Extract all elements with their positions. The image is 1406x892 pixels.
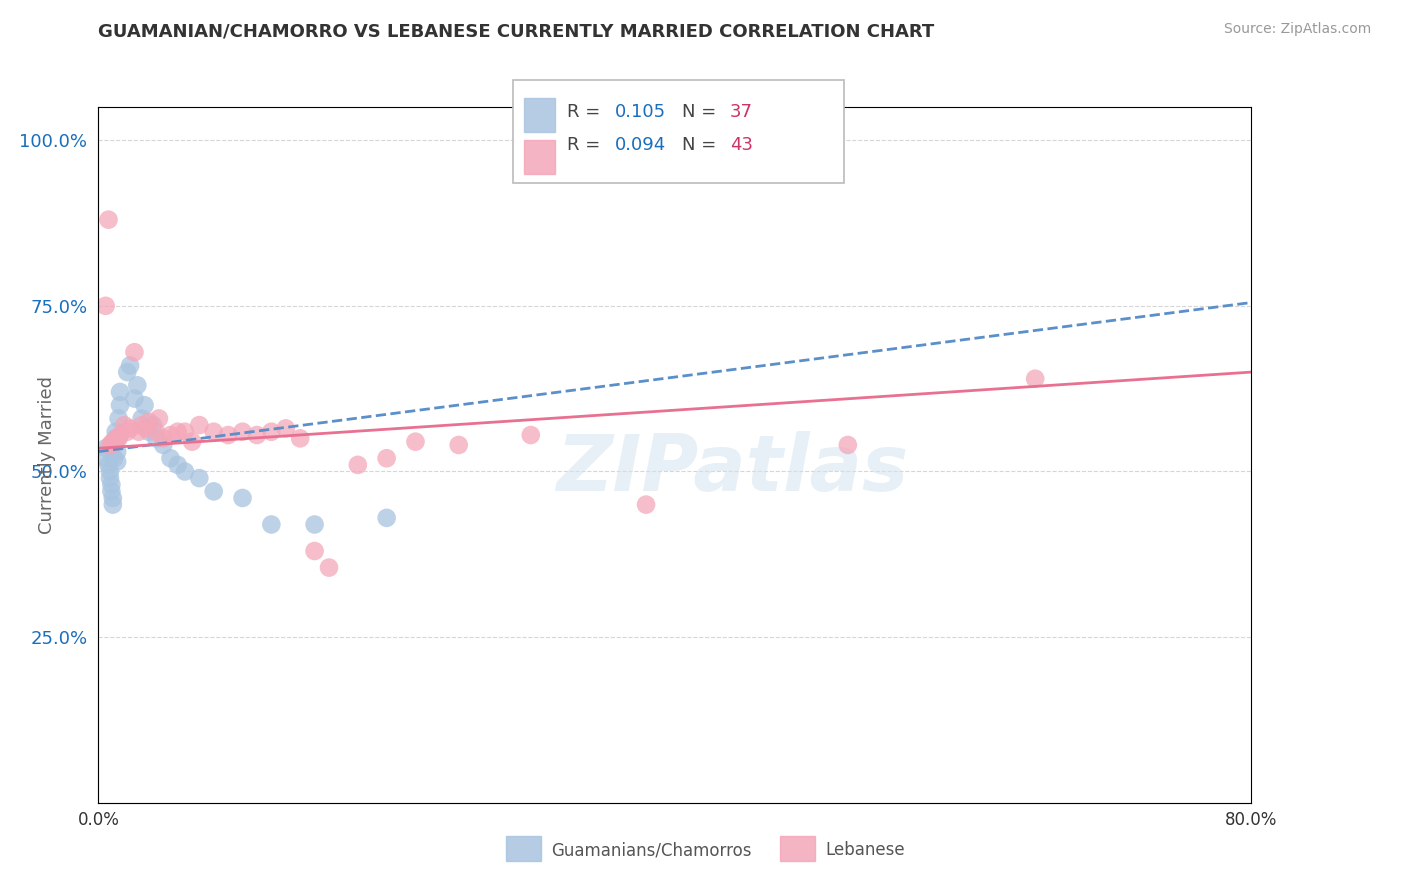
Point — [260, 517, 283, 532]
Point — [290, 431, 312, 445]
Text: Currently Married: Currently Married — [38, 376, 56, 534]
Point — [94, 442, 117, 456]
Point — [636, 498, 658, 512]
Text: R =: R = — [567, 103, 606, 120]
Point — [1024, 372, 1046, 386]
Point — [98, 438, 121, 452]
Point — [231, 491, 254, 505]
Point — [447, 438, 470, 452]
Point — [145, 425, 167, 439]
Point — [166, 425, 188, 439]
Point — [405, 434, 427, 449]
Point — [131, 418, 153, 433]
Point — [174, 465, 197, 479]
Point — [108, 384, 131, 399]
Point — [105, 454, 128, 468]
Point — [142, 418, 165, 433]
Point — [231, 425, 254, 439]
Point — [108, 428, 131, 442]
Point — [145, 431, 167, 445]
Point — [159, 451, 181, 466]
Point — [104, 434, 127, 449]
Point — [124, 392, 146, 406]
Point — [98, 465, 121, 479]
Point — [104, 431, 127, 445]
Point — [188, 418, 211, 433]
Point — [105, 444, 128, 458]
Point — [181, 434, 204, 449]
Point — [188, 471, 211, 485]
Point — [98, 471, 121, 485]
Text: Source: ZipAtlas.com: Source: ZipAtlas.com — [1223, 22, 1371, 37]
Point — [100, 477, 122, 491]
Text: N =: N = — [682, 136, 721, 153]
Text: N =: N = — [682, 103, 721, 120]
Point — [127, 378, 149, 392]
Point — [103, 434, 125, 449]
Point — [246, 428, 269, 442]
Point — [174, 425, 197, 439]
Point — [837, 438, 859, 452]
Point — [134, 398, 156, 412]
Point — [202, 484, 225, 499]
Point — [103, 451, 125, 466]
Point — [520, 428, 543, 442]
Point — [375, 511, 398, 525]
Text: Lebanese: Lebanese — [825, 841, 905, 859]
Point — [124, 345, 146, 359]
Point — [138, 425, 160, 439]
Point — [128, 425, 150, 439]
Point — [104, 425, 127, 439]
Point — [108, 398, 131, 412]
Text: 37: 37 — [730, 103, 752, 120]
Point — [120, 421, 142, 435]
Point — [260, 425, 283, 439]
Point — [117, 425, 139, 439]
Point — [202, 425, 225, 439]
Point — [217, 428, 239, 442]
Point — [135, 421, 157, 435]
Point — [97, 212, 120, 227]
Point — [103, 438, 125, 452]
Point — [159, 428, 181, 442]
Text: GUAMANIAN/CHAMORRO VS LEBANESE CURRENTLY MARRIED CORRELATION CHART: GUAMANIAN/CHAMORRO VS LEBANESE CURRENTLY… — [98, 22, 935, 40]
Point — [120, 359, 142, 373]
Point — [101, 491, 124, 505]
Point — [131, 411, 153, 425]
Point — [94, 299, 117, 313]
Text: 0.094: 0.094 — [614, 136, 665, 153]
Text: 43: 43 — [730, 136, 752, 153]
Point — [101, 498, 124, 512]
Point — [318, 560, 340, 574]
Point — [148, 411, 170, 425]
Point — [304, 517, 326, 532]
Point — [138, 415, 160, 429]
Point — [375, 451, 398, 466]
Point — [274, 421, 297, 435]
Text: 0.105: 0.105 — [614, 103, 665, 120]
Point — [94, 451, 117, 466]
Point — [112, 418, 135, 433]
Text: ZIPatlas: ZIPatlas — [557, 431, 908, 507]
Text: R =: R = — [567, 136, 606, 153]
Point — [346, 458, 368, 472]
Point — [152, 431, 174, 445]
Point — [105, 431, 128, 445]
Text: Guamanians/Chamorros: Guamanians/Chamorros — [551, 841, 752, 859]
Point — [117, 365, 139, 379]
Point — [100, 438, 122, 452]
Point — [304, 544, 326, 558]
Point — [152, 438, 174, 452]
Point — [166, 458, 188, 472]
Point — [97, 458, 120, 472]
Point — [107, 431, 129, 445]
Point — [101, 434, 124, 449]
Point — [100, 484, 122, 499]
Point — [107, 411, 129, 425]
